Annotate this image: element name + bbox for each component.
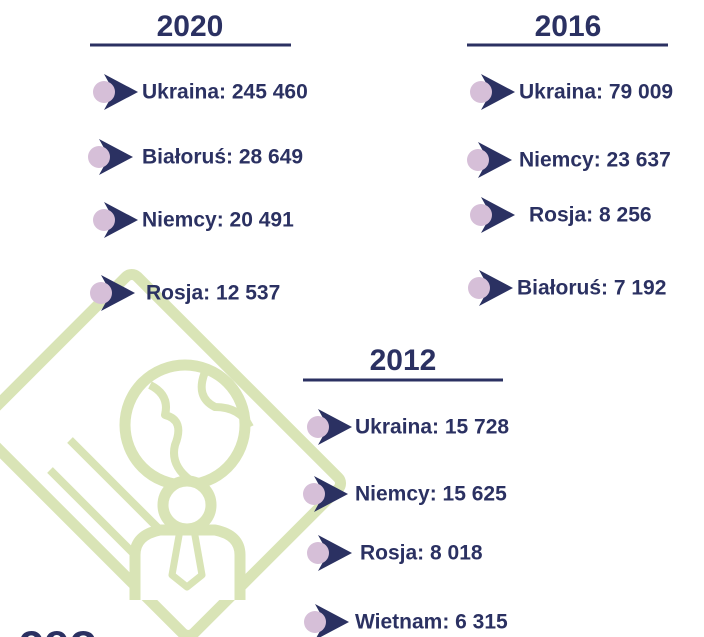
bullet-arrow [314, 476, 348, 512]
bullet-dot [303, 483, 325, 505]
bullet-dot [93, 209, 115, 231]
passport-icon [0, 268, 347, 637]
bullet-arrow [478, 142, 512, 178]
list-item: Niemcy: 23 637 [519, 149, 671, 172]
bullet-arrow [104, 74, 138, 110]
bullet-dot [304, 611, 326, 633]
bullet-arrow [99, 139, 133, 175]
list-item: Rosja: 8 256 [529, 204, 652, 227]
bullet-arrow [481, 74, 515, 110]
list-item: Niemcy: 15 625 [355, 483, 507, 506]
list-item: Białoruś: 7 192 [517, 277, 666, 300]
list-item: Ukraina: 79 009 [519, 81, 673, 104]
list-item: Ukraina: 15 728 [355, 416, 509, 439]
bullet-dot [90, 282, 112, 304]
bullet-arrow [481, 197, 515, 233]
list-item: Rosja: 12 537 [146, 282, 280, 305]
bullet-arrow [318, 409, 352, 445]
bullet-dot [468, 277, 490, 299]
bullet-dot [307, 416, 329, 438]
bullet-dot [470, 204, 492, 226]
bullet-arrow [318, 535, 352, 571]
logo: ceo [18, 614, 97, 637]
list-item: Białoruś: 28 649 [142, 146, 303, 169]
bullet-dot [467, 149, 489, 171]
bullet-dot [88, 146, 110, 168]
list-item: Niemcy: 20 491 [142, 209, 294, 232]
bullet-arrow [479, 270, 513, 306]
list-item: Wietnam: 6 315 [355, 611, 508, 634]
bullet-dot [470, 81, 492, 103]
bullet-arrow [101, 275, 135, 311]
bullet-dot [93, 81, 115, 103]
year-title: 2020 [157, 10, 224, 43]
bullet-dot [307, 542, 329, 564]
list-item: Ukraina: 245 460 [142, 81, 308, 104]
year-title: 2012 [370, 344, 437, 377]
year-title: 2016 [535, 10, 602, 43]
bullet-arrow [104, 202, 138, 238]
list-item: Rosja: 8 018 [360, 542, 483, 565]
